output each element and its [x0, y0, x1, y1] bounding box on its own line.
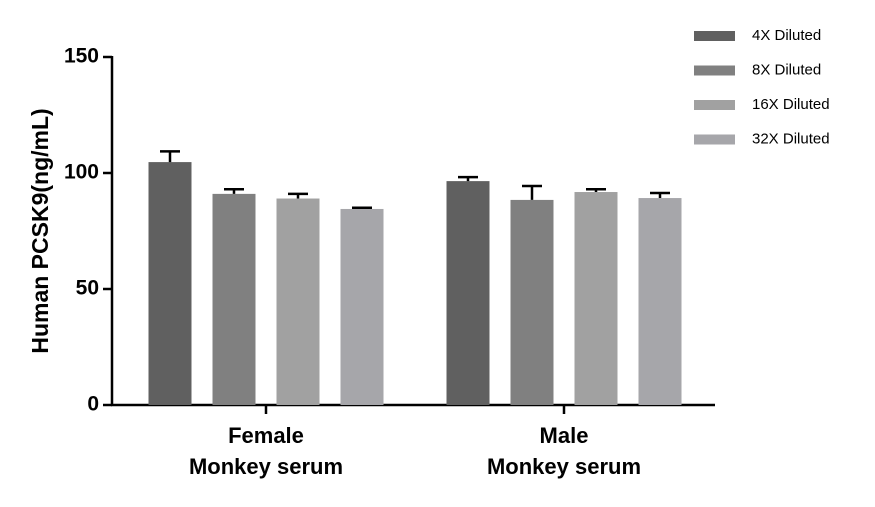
legend-swatch	[694, 100, 735, 110]
y-tick-label: 0	[87, 393, 99, 416]
error-bar	[352, 206, 372, 210]
x-tick-label: Monkey serum	[189, 454, 343, 479]
error-bar	[586, 187, 606, 193]
bar	[638, 198, 682, 405]
bar	[446, 181, 490, 405]
bar	[574, 192, 618, 405]
y-axis-label: Human PCSK9(ng/mL)	[27, 108, 53, 353]
x-tick-label: Monkey serum	[487, 454, 641, 479]
legend-swatch	[694, 31, 735, 41]
error-bar	[458, 175, 478, 182]
legend-label: 8X Diluted	[752, 61, 821, 78]
x-tick-label: Female	[228, 423, 304, 448]
error-bar	[160, 150, 180, 163]
x-tick-label: Male	[540, 423, 589, 448]
legend-label: 4X Diluted	[752, 27, 821, 44]
bar	[148, 162, 192, 405]
error-bar	[288, 192, 308, 199]
bar	[510, 199, 554, 405]
legend-label: 32X Diluted	[752, 130, 830, 147]
bar	[340, 208, 384, 405]
bar	[212, 193, 256, 405]
y-tick-label: 150	[64, 45, 99, 68]
legend-swatch	[694, 65, 735, 76]
y-tick-label: 50	[76, 277, 99, 300]
y-tick-label: 100	[64, 161, 99, 184]
error-bar	[522, 184, 542, 200]
bar	[276, 198, 320, 405]
legend-label: 16X Diluted	[752, 96, 830, 113]
legend-swatch	[694, 134, 735, 145]
error-bar	[224, 187, 244, 194]
error-bar	[650, 191, 670, 199]
